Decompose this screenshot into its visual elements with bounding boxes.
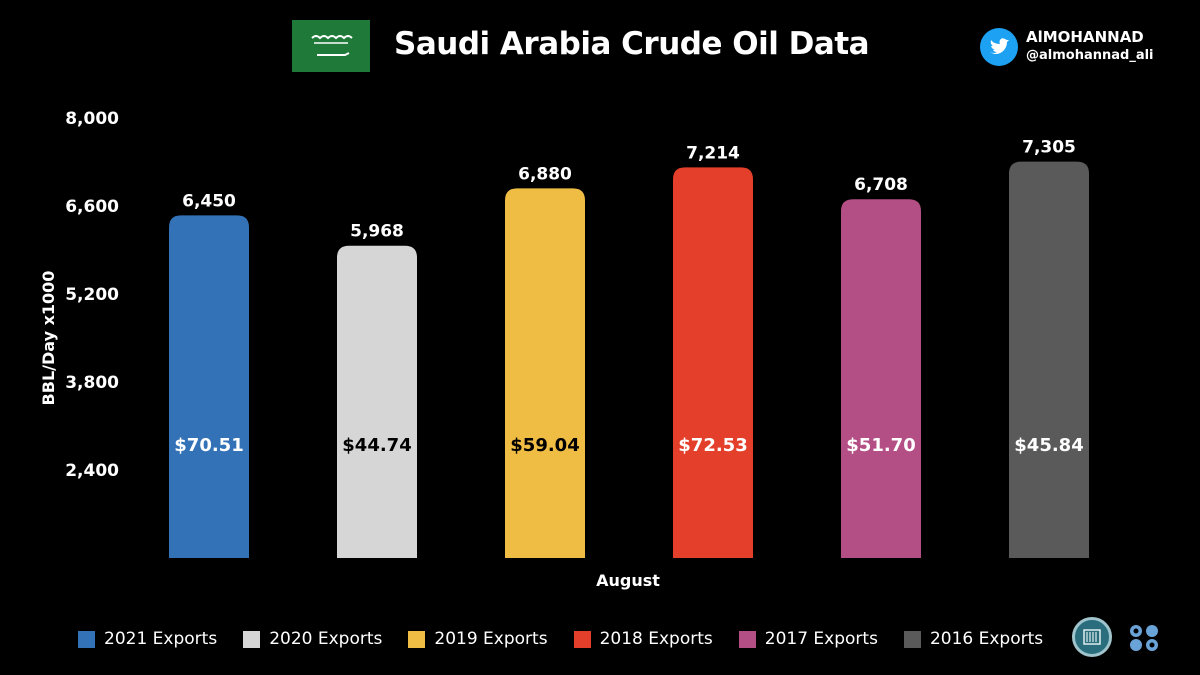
legend-swatch — [243, 630, 261, 648]
twitter-bird-icon — [980, 28, 1018, 66]
x-axis-label: August — [596, 571, 660, 590]
bar-price-label: $59.04 — [510, 435, 579, 456]
y-tick-label: 6,600 — [65, 197, 119, 217]
page-title: Saudi Arabia Crude Oil Data — [394, 26, 870, 62]
y-tick-label: 8,000 — [65, 109, 119, 129]
bar-price-label: $72.53 — [678, 435, 747, 456]
legend-item: 2017 Exports — [738, 629, 878, 649]
brand-name: AlMOHANNAD — [1026, 28, 1144, 46]
y-tick-label: 2,400 — [65, 461, 119, 481]
legend-swatch — [573, 630, 591, 648]
saudi-flag-icon — [292, 20, 370, 72]
brand-handle: @almohannad_ali — [1026, 48, 1154, 63]
legend-label: 2018 Exports — [599, 629, 713, 649]
bar-price-label: $70.51 — [174, 435, 243, 456]
bar-value-label: 5,968 — [350, 222, 404, 242]
bar-value-label: 6,450 — [182, 191, 236, 211]
legend-swatch — [738, 630, 756, 648]
bar-2019-exports — [505, 188, 585, 558]
opec-logo-icon — [1127, 622, 1163, 654]
legend-swatch — [78, 630, 95, 648]
bar-price-label: $45.84 — [1014, 435, 1083, 456]
bar-value-label: 7,305 — [1022, 138, 1076, 158]
bar-price-label: $51.70 — [846, 435, 915, 456]
legend-item: 2019 Exports — [408, 629, 548, 649]
legend-label: 2017 Exports — [764, 629, 878, 649]
bar-value-label: 6,880 — [518, 164, 572, 184]
bar-2021-exports — [169, 215, 249, 558]
bar-value-label: 7,214 — [686, 143, 740, 163]
bar-price-label: $44.74 — [342, 435, 411, 456]
legend-item: 2021 Exports — [78, 629, 217, 649]
legend-label: 2021 Exports — [104, 629, 218, 649]
brand-block: AlMOHANNAD @almohannad_ali — [980, 26, 1180, 70]
legend-item: 2018 Exports — [573, 629, 713, 649]
legend-label: 2019 Exports — [434, 629, 548, 649]
legend-swatch — [903, 630, 921, 648]
legend-swatch — [408, 630, 426, 648]
bar-2018-exports — [673, 167, 753, 559]
bar-2020-exports — [337, 245, 417, 558]
legend-label: 2016 Exports — [929, 629, 1044, 649]
y-tick-label: 3,800 — [65, 373, 119, 393]
legend-label: 2020 Exports — [269, 629, 383, 649]
y-tick-label: 5,200 — [65, 285, 119, 305]
bar-2017-exports — [841, 199, 921, 558]
bar-2016-exports — [1009, 161, 1089, 558]
bar-value-label: 6,708 — [854, 175, 908, 195]
legend-item: 2020 Exports — [243, 629, 382, 649]
y-axis-label: BBL/Day x1000 — [39, 271, 58, 406]
legend: 2021 Exports 2020 Exports 2019 Exports 2018… — [78, 626, 1069, 652]
institution-seal-icon — [1072, 617, 1112, 657]
legend-item: 2016 Exports — [903, 629, 1044, 649]
